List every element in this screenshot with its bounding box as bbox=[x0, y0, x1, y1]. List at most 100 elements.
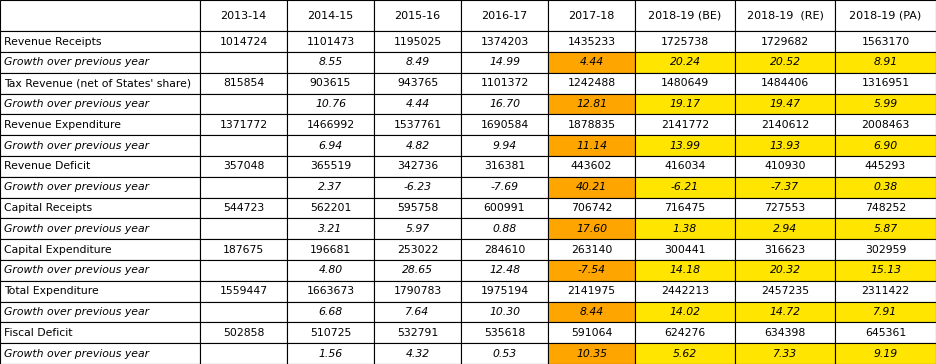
Bar bbox=[461, 302, 548, 323]
Bar bbox=[548, 31, 635, 52]
Text: 1790783: 1790783 bbox=[393, 286, 442, 296]
Text: 445293: 445293 bbox=[865, 161, 906, 171]
Bar bbox=[0, 73, 200, 94]
Bar bbox=[635, 302, 735, 323]
Text: 8.55: 8.55 bbox=[318, 58, 343, 67]
Bar bbox=[835, 31, 936, 52]
Bar bbox=[200, 52, 287, 73]
Bar bbox=[200, 177, 287, 198]
Text: 20.52: 20.52 bbox=[769, 58, 800, 67]
Text: 9.19: 9.19 bbox=[873, 349, 898, 359]
Text: 416034: 416034 bbox=[665, 161, 706, 171]
Text: -7.54: -7.54 bbox=[578, 265, 606, 276]
Text: 0.53: 0.53 bbox=[492, 349, 517, 359]
Text: 600991: 600991 bbox=[484, 203, 525, 213]
Bar bbox=[735, 218, 835, 239]
Bar bbox=[735, 135, 835, 156]
Bar bbox=[635, 114, 735, 135]
Text: 1690584: 1690584 bbox=[480, 120, 529, 130]
Text: 2008463: 2008463 bbox=[861, 120, 910, 130]
Text: 12.48: 12.48 bbox=[489, 265, 520, 276]
Text: 4.82: 4.82 bbox=[405, 141, 430, 151]
Bar bbox=[287, 73, 374, 94]
Bar bbox=[735, 156, 835, 177]
Bar bbox=[835, 73, 936, 94]
Text: 591064: 591064 bbox=[571, 328, 612, 338]
Bar bbox=[200, 198, 287, 218]
Bar bbox=[635, 198, 735, 218]
Bar bbox=[200, 343, 287, 364]
Bar bbox=[835, 323, 936, 343]
Text: Growth over previous year: Growth over previous year bbox=[4, 265, 149, 276]
Bar bbox=[0, 52, 200, 73]
Bar bbox=[374, 281, 461, 302]
Text: 2141772: 2141772 bbox=[661, 120, 709, 130]
Text: 0.38: 0.38 bbox=[873, 182, 898, 192]
Text: 943765: 943765 bbox=[397, 78, 438, 88]
Bar bbox=[461, 156, 548, 177]
Text: 12.81: 12.81 bbox=[576, 99, 607, 109]
Bar bbox=[0, 323, 200, 343]
Text: 2140612: 2140612 bbox=[761, 120, 809, 130]
Text: Revenue Receipts: Revenue Receipts bbox=[4, 37, 101, 47]
Bar bbox=[287, 239, 374, 260]
Text: 4.80: 4.80 bbox=[318, 265, 343, 276]
Bar bbox=[374, 343, 461, 364]
Bar bbox=[735, 0, 835, 31]
Bar bbox=[461, 31, 548, 52]
Bar bbox=[0, 343, 200, 364]
Bar bbox=[835, 177, 936, 198]
Text: 3.21: 3.21 bbox=[318, 224, 343, 234]
Text: 253022: 253022 bbox=[397, 245, 438, 254]
Text: 10.35: 10.35 bbox=[576, 349, 607, 359]
Text: 342736: 342736 bbox=[397, 161, 438, 171]
Bar bbox=[735, 52, 835, 73]
Text: Tax Revenue (net of States' share): Tax Revenue (net of States' share) bbox=[4, 78, 191, 88]
Bar bbox=[635, 218, 735, 239]
Bar bbox=[548, 302, 635, 323]
Text: 1.56: 1.56 bbox=[318, 349, 343, 359]
Text: 1014724: 1014724 bbox=[219, 37, 268, 47]
Bar bbox=[200, 114, 287, 135]
Text: 4.32: 4.32 bbox=[405, 349, 430, 359]
Text: 1371772: 1371772 bbox=[219, 120, 268, 130]
Bar bbox=[0, 302, 200, 323]
Bar bbox=[287, 302, 374, 323]
Text: 2016-17: 2016-17 bbox=[481, 11, 528, 21]
Text: Capital Receipts: Capital Receipts bbox=[4, 203, 92, 213]
Bar bbox=[287, 114, 374, 135]
Text: 1484406: 1484406 bbox=[761, 78, 809, 88]
Bar bbox=[835, 343, 936, 364]
Bar bbox=[200, 239, 287, 260]
Bar bbox=[548, 281, 635, 302]
Bar bbox=[635, 323, 735, 343]
Text: 302959: 302959 bbox=[865, 245, 906, 254]
Bar bbox=[0, 0, 200, 31]
Text: 2442213: 2442213 bbox=[661, 286, 709, 296]
Text: 17.60: 17.60 bbox=[576, 224, 607, 234]
Text: 316623: 316623 bbox=[765, 245, 806, 254]
Bar bbox=[374, 135, 461, 156]
Bar bbox=[374, 302, 461, 323]
Text: 2018-19  (RE): 2018-19 (RE) bbox=[747, 11, 824, 21]
Text: 815854: 815854 bbox=[223, 78, 264, 88]
Text: -6.23: -6.23 bbox=[403, 182, 431, 192]
Text: 535618: 535618 bbox=[484, 328, 525, 338]
Bar bbox=[835, 218, 936, 239]
Text: Growth over previous year: Growth over previous year bbox=[4, 58, 149, 67]
Bar bbox=[287, 260, 374, 281]
Bar bbox=[635, 135, 735, 156]
Bar bbox=[287, 281, 374, 302]
Bar bbox=[735, 31, 835, 52]
Bar bbox=[835, 94, 936, 114]
Bar bbox=[735, 302, 835, 323]
Text: 2018-19 (BE): 2018-19 (BE) bbox=[649, 11, 722, 21]
Bar bbox=[0, 135, 200, 156]
Text: 748252: 748252 bbox=[865, 203, 906, 213]
Bar bbox=[287, 198, 374, 218]
Bar bbox=[287, 52, 374, 73]
Text: 1101473: 1101473 bbox=[306, 37, 355, 47]
Bar bbox=[374, 239, 461, 260]
Bar bbox=[548, 73, 635, 94]
Bar bbox=[287, 218, 374, 239]
